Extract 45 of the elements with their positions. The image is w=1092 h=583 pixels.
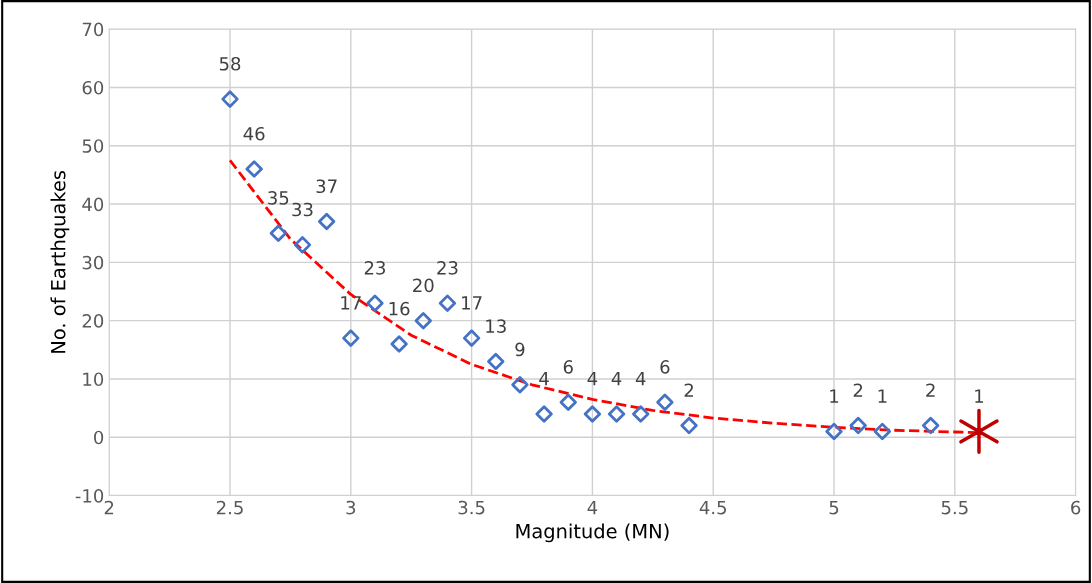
data-label: 1	[830, 389, 839, 403]
data-label: 20	[413, 278, 434, 293]
y-tick-label: -10	[75, 489, 104, 503]
data-label: 58	[219, 56, 241, 71]
data-label: 23	[364, 261, 386, 275]
data-label: 6	[563, 360, 573, 374]
y-tick-label: 30	[82, 255, 104, 270]
data-label: 4	[611, 372, 622, 386]
y-tick-label: 10	[83, 372, 104, 387]
data-label: 4	[539, 372, 549, 386]
data-label: 16	[389, 301, 410, 316]
data-label: 46	[243, 126, 265, 141]
data-label: 23	[437, 261, 458, 275]
data-label: 1	[878, 389, 887, 403]
data-label: 6	[660, 360, 670, 374]
x-tick-label: 6	[1071, 500, 1081, 515]
data-label: 2	[684, 383, 693, 397]
data-label: 4	[587, 372, 598, 386]
data-label: 17	[341, 296, 361, 310]
data-label: 2	[853, 383, 863, 397]
y-tick-label: 70	[82, 22, 104, 37]
data-label: 4	[635, 372, 646, 386]
x-tick-label: 5.5	[941, 500, 968, 515]
data-label: 17	[462, 296, 482, 310]
x-tick-label: 4	[587, 500, 598, 515]
x-tick-label: 5	[829, 500, 839, 515]
y-tick-label: 0	[94, 430, 104, 445]
y-tick-label: 60	[82, 80, 104, 95]
y-tick-label: 50	[82, 139, 104, 153]
data-label: 2	[926, 383, 935, 397]
y-tick-label: 20	[82, 314, 104, 328]
y-tick-label: 40	[82, 197, 104, 212]
x-tick-label: 3	[346, 500, 356, 515]
data-label: 35	[268, 191, 289, 205]
x-tick-label: 2.5	[216, 500, 243, 515]
data-label: 1	[975, 389, 984, 403]
x-tick-label: 4.5	[699, 500, 726, 515]
data-label: 37	[316, 179, 337, 194]
x-axis-title: Magnitude (MN)	[516, 523, 669, 543]
data-label: 9	[515, 342, 525, 357]
x-tick-label: 3.5	[458, 500, 485, 515]
y-axis-title: No. of Earthquakes	[50, 170, 70, 353]
data-label: 13	[486, 319, 506, 333]
x-tick-label: 2	[104, 500, 114, 515]
data-label: 33	[292, 202, 313, 217]
